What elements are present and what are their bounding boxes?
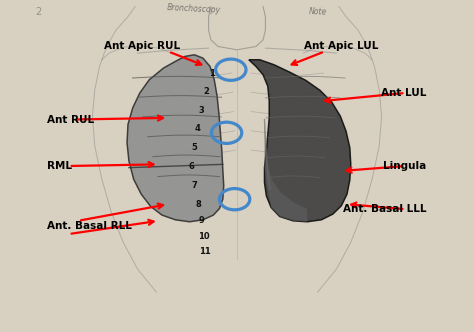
Polygon shape xyxy=(264,120,307,222)
Text: Ant Apic LUL: Ant Apic LUL xyxy=(304,42,378,51)
Text: 8: 8 xyxy=(195,200,201,209)
Polygon shape xyxy=(249,60,351,222)
Text: 11: 11 xyxy=(199,247,210,256)
Text: 3: 3 xyxy=(199,106,204,115)
Text: Note: Note xyxy=(309,7,327,17)
Text: Bronchoscopy: Bronchoscopy xyxy=(167,3,221,15)
Text: Ant. Basal LLL: Ant. Basal LLL xyxy=(343,204,427,214)
Text: 7: 7 xyxy=(191,181,197,191)
Polygon shape xyxy=(127,55,224,222)
Text: RML: RML xyxy=(47,161,73,171)
Text: Ant. Basal RLL: Ant. Basal RLL xyxy=(47,221,132,231)
Text: 6: 6 xyxy=(189,162,194,171)
Text: 2: 2 xyxy=(204,87,210,96)
Text: 2: 2 xyxy=(35,7,41,17)
Text: 5: 5 xyxy=(191,143,197,152)
Text: 9: 9 xyxy=(199,216,204,225)
Text: Ant LUL: Ant LUL xyxy=(381,88,427,98)
Text: Lingula: Lingula xyxy=(383,161,427,171)
Text: Ant Apic RUL: Ant Apic RUL xyxy=(104,42,180,51)
Text: Ant RUL: Ant RUL xyxy=(47,115,94,124)
Text: 4: 4 xyxy=(194,124,200,133)
Text: 10: 10 xyxy=(198,232,210,241)
Text: 1: 1 xyxy=(210,68,215,78)
